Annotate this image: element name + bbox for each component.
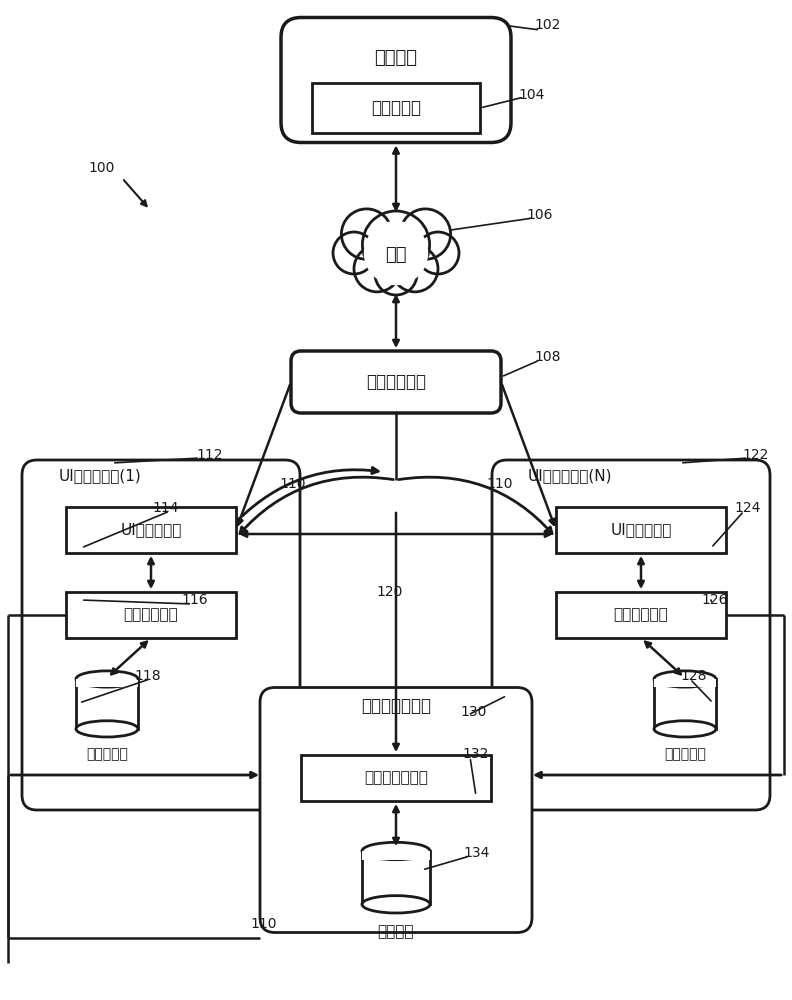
Text: 116: 116 (181, 593, 208, 607)
Text: 126: 126 (702, 593, 729, 607)
FancyBboxPatch shape (492, 460, 770, 810)
Circle shape (392, 246, 438, 292)
Circle shape (400, 209, 451, 259)
Text: 104: 104 (519, 88, 545, 102)
Text: 110: 110 (487, 477, 513, 491)
Text: UI应用管理器: UI应用管理器 (120, 522, 181, 538)
Bar (362, 851, 430, 904)
FancyBboxPatch shape (66, 592, 236, 638)
Text: 数据库管理器: 数据库管理器 (614, 607, 668, 622)
Text: 120: 120 (377, 585, 403, 599)
Text: 122: 122 (743, 448, 769, 462)
FancyBboxPatch shape (301, 755, 491, 801)
Text: 端点设备: 端点设备 (375, 49, 417, 67)
Bar (362, 851, 430, 860)
Text: 只读数据库: 只读数据库 (664, 747, 706, 761)
Text: 124: 124 (735, 501, 761, 515)
Text: 主数据库管理器: 主数据库管理器 (364, 770, 428, 786)
Bar (654, 679, 716, 687)
Text: 负载均衡设备: 负载均衡设备 (366, 373, 426, 391)
Bar (76, 679, 138, 687)
Circle shape (417, 232, 459, 274)
FancyBboxPatch shape (22, 460, 300, 810)
Text: 102: 102 (535, 18, 562, 32)
FancyBboxPatch shape (556, 507, 726, 553)
Text: 108: 108 (535, 350, 562, 364)
Ellipse shape (76, 671, 138, 687)
FancyBboxPatch shape (291, 351, 501, 413)
Text: 112: 112 (196, 448, 223, 462)
Circle shape (363, 211, 429, 278)
Text: 106: 106 (527, 208, 554, 222)
Circle shape (333, 232, 375, 274)
Text: UI应用管理器: UI应用管理器 (611, 522, 672, 538)
Ellipse shape (654, 671, 716, 687)
Text: UI应用服务器(1): UI应用服务器(1) (59, 468, 142, 484)
Text: 114: 114 (153, 501, 179, 515)
FancyBboxPatch shape (66, 507, 236, 553)
Text: 134: 134 (464, 846, 490, 860)
Text: 100: 100 (89, 161, 115, 175)
Text: 110: 110 (251, 917, 277, 931)
Text: 主数据库服务器: 主数据库服务器 (361, 696, 431, 714)
Text: UI应用服务器(N): UI应用服务器(N) (527, 468, 612, 484)
Ellipse shape (76, 721, 138, 737)
Text: 客户端应用: 客户端应用 (371, 99, 421, 117)
Circle shape (375, 253, 417, 295)
FancyBboxPatch shape (260, 688, 532, 932)
Circle shape (354, 246, 400, 292)
Ellipse shape (654, 721, 716, 737)
Ellipse shape (362, 896, 430, 913)
FancyBboxPatch shape (281, 17, 511, 142)
Bar (76, 679, 138, 729)
Text: 130: 130 (461, 705, 487, 719)
Text: 128: 128 (681, 669, 707, 683)
Text: 网络: 网络 (385, 246, 407, 264)
Ellipse shape (362, 842, 430, 860)
Text: 118: 118 (135, 669, 162, 683)
FancyBboxPatch shape (312, 83, 480, 133)
Text: 主数据库: 主数据库 (378, 924, 414, 940)
Text: 110: 110 (280, 477, 307, 491)
Text: 132: 132 (463, 747, 489, 761)
Text: 数据库管理器: 数据库管理器 (124, 607, 178, 622)
Circle shape (341, 209, 392, 259)
Circle shape (364, 222, 428, 284)
Text: 只读数据库: 只读数据库 (86, 747, 128, 761)
Bar (654, 679, 716, 729)
FancyBboxPatch shape (556, 592, 726, 638)
